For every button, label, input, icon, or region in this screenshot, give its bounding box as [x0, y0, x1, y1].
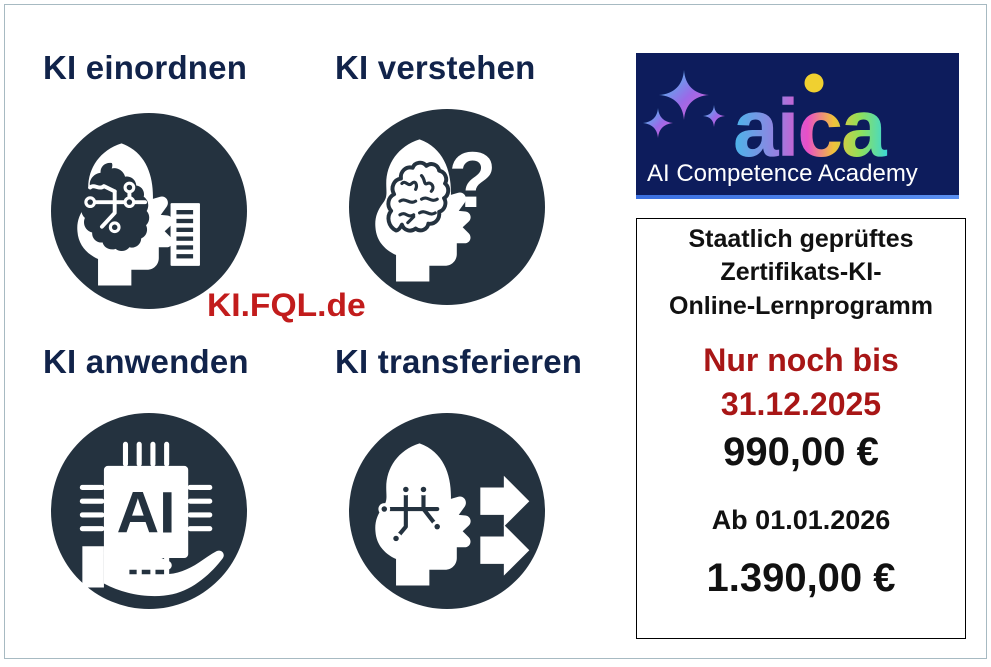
- svg-text:AI: AI: [117, 481, 176, 546]
- svg-text:?: ?: [449, 136, 497, 224]
- svg-text:AI Competence Academy: AI Competence Academy: [647, 160, 918, 187]
